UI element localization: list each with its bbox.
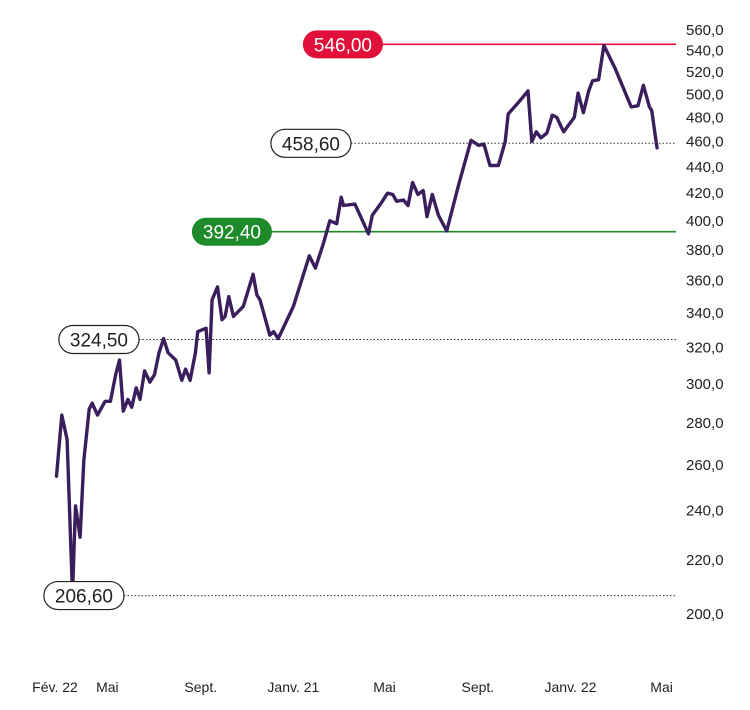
y-tick-label: 300,0 [686,376,724,393]
x-tick-label: Janv. 21 [267,679,319,695]
x-tick-label: Mai [650,679,673,695]
y-tick-label: 520,0 [686,64,724,81]
level-value-pill [302,30,383,59]
price-series [54,43,659,597]
y-tick-label: 480,0 [686,109,724,126]
y-tick-label: 420,0 [686,185,724,202]
level-value-label: 324,50 [70,330,128,351]
level-dotted: 458,60 [270,128,352,158]
level-value-label: 392,40 [203,223,261,244]
y-tick-label: 260,0 [686,457,724,474]
y-tick-label: 400,0 [686,213,724,230]
level-value-pill [191,217,272,246]
y-tick-label: 360,0 [686,273,724,290]
level-value-pill [270,128,352,158]
price-line [54,43,659,597]
level-value-pill [58,324,140,355]
level-value-label: 546,00 [314,35,372,56]
level-value-label: 458,60 [282,134,340,155]
y-tick-label: 380,0 [686,242,724,259]
y-tick-label: 500,0 [686,86,724,103]
x-tick-label: Sept. [184,679,217,695]
x-tick-label: Mai [373,679,396,695]
x-axis-labels: Fév. 22 Mai Sept. Janv. 21 Mai Sept. Janv. 22 M… [32,679,673,695]
level-lines [124,43,676,597]
y-tick-label: 240,0 [686,503,724,520]
level-green: 392,40 [191,217,272,246]
y-tick-label: 340,0 [686,305,724,322]
y-tick-label: 200,0 [686,606,724,623]
x-tick-label: Fév. 22 [32,679,78,695]
x-tick-label: Sept. [462,679,495,695]
y-tick-label: 440,0 [686,159,724,176]
y-tick-label: 560,0 [686,22,724,39]
y-tick-label: 220,0 [686,552,724,569]
y-axis-labels: 200,0 220,0 240,0 260,0 280,0 300,0 320,0 340,0… [686,22,724,623]
x-tick-label: Mai [96,679,119,695]
level-dotted: 206,60 [43,580,125,611]
level-value-label: 206,60 [55,587,113,608]
y-tick-label: 280,0 [686,415,724,432]
y-tick-label: 460,0 [686,134,724,151]
x-tick-label: Janv. 22 [545,679,597,695]
level-value-pill [43,580,125,611]
level-red: 546,00 [302,30,383,59]
y-tick-label: 540,0 [686,43,724,60]
y-tick-label: 320,0 [686,339,724,356]
level-dotted: 324,50 [58,324,140,355]
level-labels: 546,00 458,60 392,40 324,50 206,60 [43,30,383,611]
